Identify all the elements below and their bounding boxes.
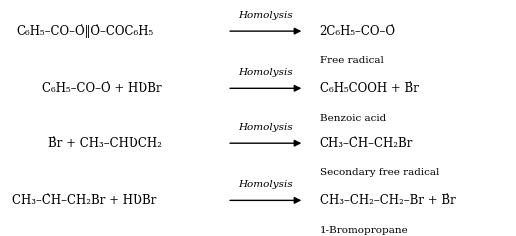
Text: Free radical: Free radical xyxy=(319,56,383,65)
Text: CH₃–ĊH–CH₂Br + HƲBr: CH₃–ĊH–CH₂Br + HƲBr xyxy=(12,194,156,207)
Text: C₆H₅COOH + Ḃr: C₆H₅COOH + Ḃr xyxy=(319,82,418,95)
Text: Homolysis: Homolysis xyxy=(238,180,293,189)
Text: Homolysis: Homolysis xyxy=(238,11,293,20)
Text: C₆H₅–CO–Ȯ‖Ȯ–COC₆H₅: C₆H₅–CO–Ȯ‖Ȯ–COC₆H₅ xyxy=(17,24,154,38)
Text: C₆H₅–CO–Ȯ + HƲBr: C₆H₅–CO–Ȯ + HƲBr xyxy=(42,82,162,95)
Text: Ḃr + CH₃–CHƲCH₂: Ḃr + CH₃–CHƲCH₂ xyxy=(47,137,162,150)
Text: CH₃–CH₂–CH₂–Br + Ḃr: CH₃–CH₂–CH₂–Br + Ḃr xyxy=(319,194,455,207)
Text: Homolysis: Homolysis xyxy=(238,123,293,132)
Text: Secondary free radical: Secondary free radical xyxy=(319,169,439,177)
Text: CH₃–ĊH–CH₂Br: CH₃–ĊH–CH₂Br xyxy=(319,137,413,150)
Text: Benzoic acid: Benzoic acid xyxy=(319,114,386,122)
Text: 1-Bromopropane: 1-Bromopropane xyxy=(319,226,408,235)
Text: 2C₆H₅–CO–Ȯ: 2C₆H₅–CO–Ȯ xyxy=(319,25,396,38)
Text: Homolysis: Homolysis xyxy=(238,68,293,77)
